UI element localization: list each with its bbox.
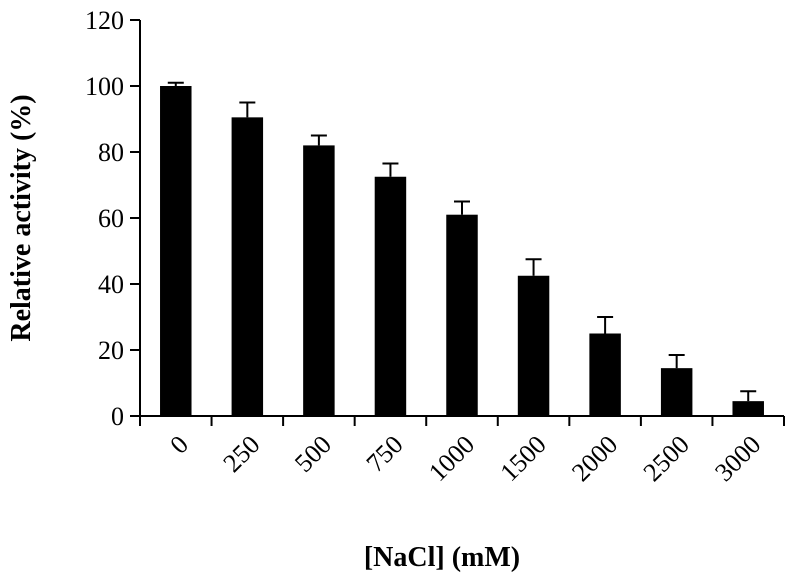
y-tick-label: 60 bbox=[98, 204, 124, 233]
bars bbox=[160, 86, 764, 416]
x-tick-label: 250 bbox=[217, 430, 265, 478]
x-tick-label: 2000 bbox=[566, 430, 623, 487]
y-tick-label: 0 bbox=[111, 402, 124, 431]
y-tick-label: 40 bbox=[98, 270, 124, 299]
error-bars bbox=[167, 81, 757, 402]
x-axis-title: [NaCl] (mM) bbox=[364, 542, 520, 573]
x-tick-label: 2500 bbox=[638, 430, 695, 487]
bar-3000 bbox=[732, 401, 764, 416]
x-axis-ticks: 0 250 500 750 1000 1500 2000 2500 3000 bbox=[139, 416, 785, 487]
bar-0 bbox=[160, 86, 192, 416]
x-tick-label: 750 bbox=[361, 430, 409, 478]
x-tick-label: 1000 bbox=[423, 430, 480, 487]
bar-2500 bbox=[660, 368, 693, 416]
y-axis-ticks: 0 20 40 60 80 100 120 bbox=[85, 6, 140, 431]
bar-1500 bbox=[517, 275, 550, 416]
y-tick-label: 100 bbox=[85, 72, 124, 101]
bar-250 bbox=[231, 117, 264, 416]
bar-1000 bbox=[446, 214, 478, 416]
y-tick-label: 80 bbox=[98, 138, 124, 167]
bar-500 bbox=[303, 145, 335, 416]
x-tick-label: 1500 bbox=[495, 430, 552, 487]
y-tick-label: 20 bbox=[98, 336, 124, 365]
x-tick-label: 0 bbox=[164, 430, 194, 460]
bar-2000 bbox=[589, 333, 621, 416]
y-axis-title: Relative activity (%) bbox=[6, 94, 37, 341]
x-tick-label: 3000 bbox=[709, 430, 766, 487]
bar-750 bbox=[374, 176, 407, 416]
y-tick-label: 120 bbox=[85, 6, 124, 35]
x-tick-label: 500 bbox=[289, 430, 337, 478]
